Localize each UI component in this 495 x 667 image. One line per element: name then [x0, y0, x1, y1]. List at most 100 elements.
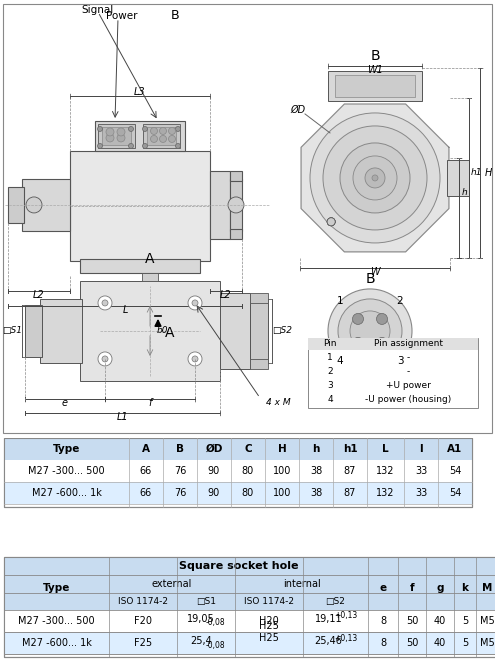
Text: □S2: □S2	[326, 597, 346, 606]
Text: 40: 40	[434, 616, 446, 626]
Text: L2: L2	[220, 290, 232, 300]
Bar	[40, 299, 82, 363]
Circle shape	[188, 352, 202, 366]
Circle shape	[98, 296, 112, 310]
Circle shape	[350, 311, 390, 351]
Text: ISO 1174-2: ISO 1174-2	[118, 597, 168, 606]
Text: 76: 76	[174, 466, 186, 476]
Text: □S1: □S1	[196, 597, 216, 606]
Text: Square socket hole: Square socket hole	[179, 562, 298, 572]
Text: 3: 3	[396, 356, 403, 366]
Bar	[398, 558, 426, 610]
Text: H: H	[484, 168, 492, 178]
Text: 100: 100	[273, 466, 291, 476]
Circle shape	[176, 143, 181, 149]
Circle shape	[327, 218, 335, 226]
Text: 19,05: 19,05	[187, 614, 215, 624]
Circle shape	[310, 113, 440, 243]
Circle shape	[192, 356, 198, 362]
Bar	[109, 593, 177, 610]
Text: H25: H25	[259, 633, 279, 643]
Circle shape	[323, 126, 427, 230]
Text: Power: Power	[106, 11, 138, 21]
Text: M27 -300... 500: M27 -300... 500	[28, 466, 105, 476]
Text: A: A	[142, 444, 150, 454]
Text: +0,13: +0,13	[334, 634, 357, 642]
Circle shape	[98, 127, 102, 131]
Bar	[98, 124, 135, 148]
Text: 2: 2	[327, 368, 333, 376]
Text: h1: h1	[470, 169, 482, 177]
Bar	[143, 124, 180, 148]
Text: 25,46: 25,46	[314, 636, 343, 646]
Bar	[447, 160, 469, 196]
Circle shape	[228, 197, 244, 213]
Text: -0,08: -0,08	[205, 641, 225, 650]
Bar	[109, 576, 235, 593]
Bar	[95, 121, 185, 151]
Bar	[4, 438, 472, 460]
Text: 80: 80	[242, 466, 254, 476]
Text: 132: 132	[376, 488, 395, 498]
Text: 80: 80	[242, 488, 254, 498]
Text: -: -	[406, 354, 410, 362]
Text: 4: 4	[327, 396, 333, 404]
Text: 1: 1	[337, 296, 344, 306]
Text: 90: 90	[208, 466, 220, 476]
Bar	[25, 305, 42, 357]
Text: W1: W1	[367, 65, 383, 75]
Text: 3: 3	[327, 382, 333, 390]
Bar	[4, 610, 495, 632]
Bar	[328, 71, 422, 101]
Text: Pin assignment: Pin assignment	[374, 340, 443, 348]
Text: e: e	[62, 398, 68, 408]
Bar	[4, 482, 472, 504]
Bar	[177, 593, 235, 610]
Text: 4 x M: 4 x M	[266, 398, 290, 408]
Text: 33: 33	[415, 466, 427, 476]
Text: H20: H20	[259, 616, 279, 626]
Circle shape	[159, 135, 166, 143]
Circle shape	[26, 197, 42, 213]
Bar	[8, 187, 24, 223]
Text: H25: H25	[259, 621, 279, 631]
Text: 76: 76	[174, 488, 186, 498]
Bar	[454, 558, 476, 610]
Bar	[109, 558, 368, 576]
Text: 40: 40	[434, 638, 446, 648]
Text: b0: b0	[156, 326, 168, 336]
Text: L3: L3	[134, 87, 146, 97]
Bar	[230, 179, 242, 231]
Circle shape	[377, 313, 388, 324]
Circle shape	[143, 143, 148, 149]
Circle shape	[340, 143, 410, 213]
Bar	[250, 293, 268, 303]
Bar	[230, 171, 242, 181]
Bar	[303, 593, 368, 610]
Text: g: g	[436, 584, 444, 594]
Text: 5: 5	[462, 638, 468, 648]
Bar	[22, 179, 70, 231]
Bar	[4, 558, 495, 657]
Bar	[210, 171, 230, 239]
Text: B: B	[365, 272, 375, 286]
Text: 4: 4	[337, 356, 344, 366]
Circle shape	[365, 168, 385, 188]
Text: M5: M5	[480, 638, 495, 648]
Text: +0,13: +0,13	[334, 612, 357, 620]
Text: B: B	[171, 9, 179, 23]
Bar	[308, 338, 478, 408]
Circle shape	[98, 352, 112, 366]
Text: Signal: Signal	[82, 5, 114, 15]
Text: L: L	[382, 444, 389, 454]
Bar	[147, 127, 176, 145]
Bar	[4, 558, 495, 657]
Circle shape	[150, 135, 157, 143]
Text: l: l	[419, 444, 423, 454]
Text: -U power (housing): -U power (housing)	[365, 396, 451, 404]
Text: 5: 5	[462, 616, 468, 626]
Text: -: -	[406, 368, 410, 376]
Bar	[308, 338, 478, 350]
Text: 50: 50	[406, 638, 418, 648]
Text: A1: A1	[447, 444, 463, 454]
